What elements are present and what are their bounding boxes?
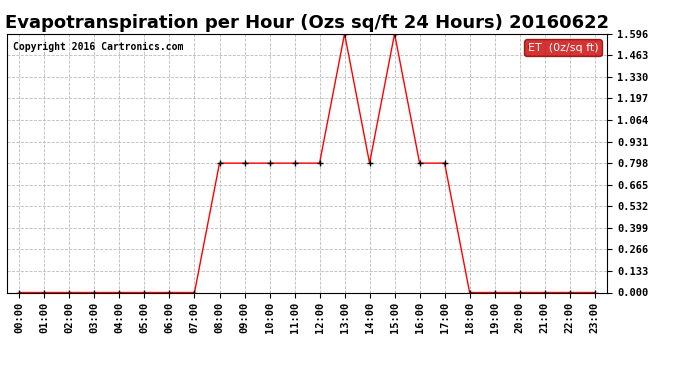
Text: Copyright 2016 Cartronics.com: Copyright 2016 Cartronics.com <box>13 42 184 51</box>
Legend: ET  (0z/sq ft): ET (0z/sq ft) <box>524 39 602 56</box>
Title: Evapotranspiration per Hour (Ozs sq/ft 24 Hours) 20160622: Evapotranspiration per Hour (Ozs sq/ft 2… <box>5 14 609 32</box>
